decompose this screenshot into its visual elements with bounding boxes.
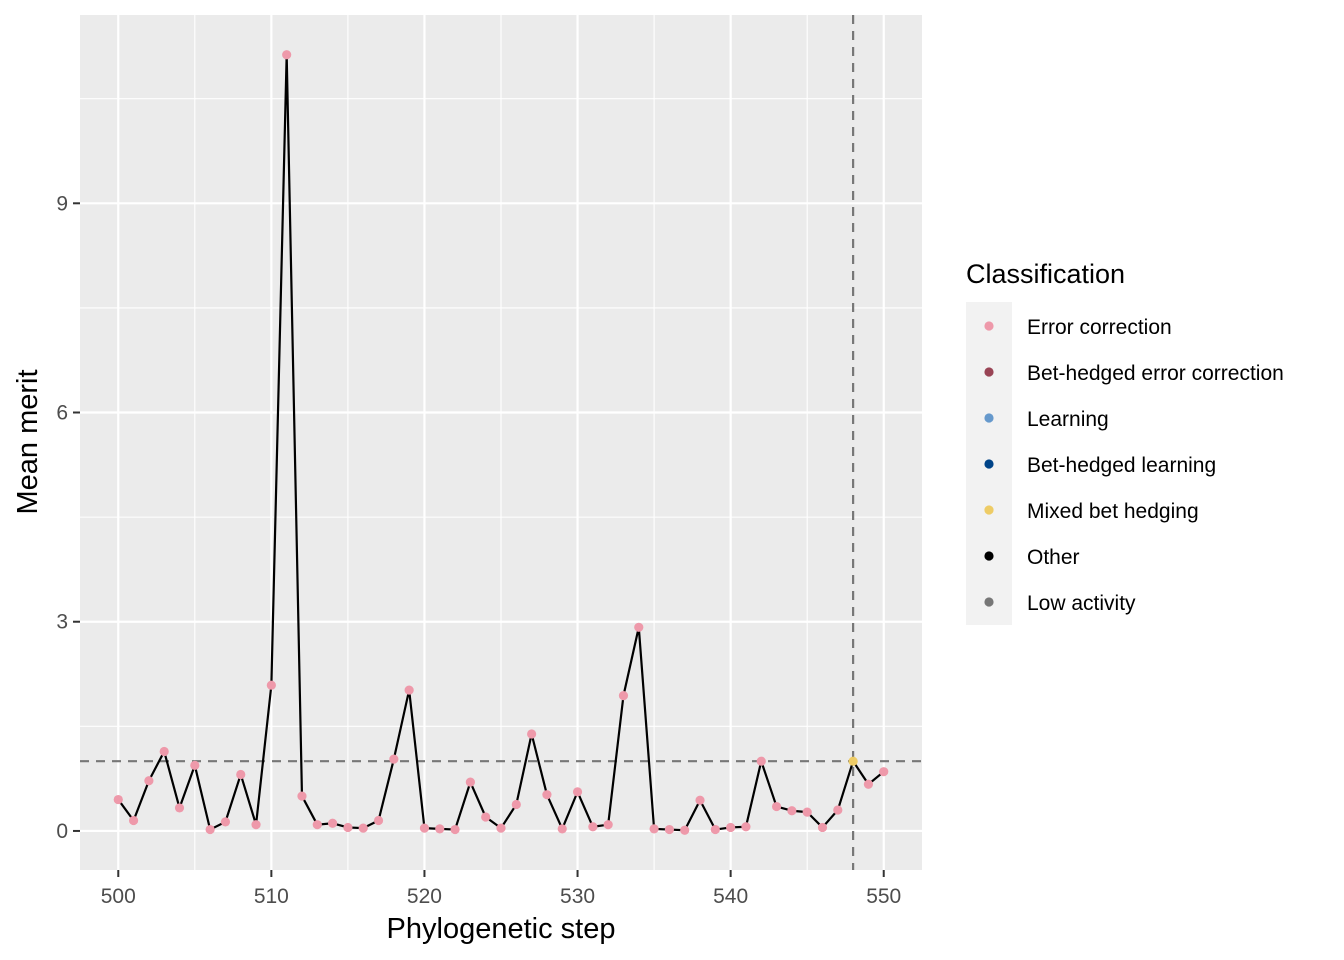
data-point xyxy=(343,822,353,833)
legend-entries: Error correction Bet-hedged error correct… xyxy=(984,316,1284,615)
minor-gridlines xyxy=(80,15,922,870)
data-point xyxy=(695,795,705,805)
data-point xyxy=(771,801,782,812)
legend-label: Bet-hedged learning xyxy=(1027,454,1216,477)
data-point xyxy=(848,756,858,766)
x-tick-label: 530 xyxy=(560,885,595,908)
y-tick-label: 6 xyxy=(56,402,68,425)
data-point xyxy=(251,820,261,830)
data-point xyxy=(159,746,169,757)
legend-key xyxy=(984,505,994,515)
y-tick-label: 0 xyxy=(56,820,68,843)
data-point xyxy=(634,622,644,632)
y-axis-title: Mean merit xyxy=(12,369,44,514)
data-point xyxy=(373,815,384,826)
y-tick-label: 3 xyxy=(56,611,68,634)
legend-label: Bet-hedged error correction xyxy=(1027,362,1284,385)
x-tick-label: 510 xyxy=(254,885,289,908)
legend-key xyxy=(984,413,994,423)
data-point xyxy=(389,754,399,764)
data-point xyxy=(419,823,430,833)
data-point xyxy=(833,805,843,815)
legend-title: Classification xyxy=(966,259,1125,289)
data-point xyxy=(266,680,276,690)
legend-key xyxy=(984,459,994,469)
legend-label: Low activity xyxy=(1027,592,1136,615)
data-point xyxy=(297,791,307,801)
data-point xyxy=(435,824,445,834)
data-point xyxy=(328,818,338,828)
legend-key xyxy=(984,321,994,331)
y-axis-ticks: 0 3 6 9 xyxy=(56,192,80,843)
data-point xyxy=(756,756,766,766)
data-point xyxy=(144,776,154,786)
data-point xyxy=(787,806,797,816)
y-tick-label: 9 xyxy=(56,192,68,215)
data-point xyxy=(465,777,475,787)
legend-label: Other xyxy=(1027,546,1080,569)
data-point xyxy=(481,812,491,822)
data-point xyxy=(450,824,460,835)
data-point xyxy=(802,807,812,817)
legend: Classification Error correction Bet-hedge… xyxy=(966,259,1284,625)
data-point xyxy=(236,769,246,780)
legend-label: Error correction xyxy=(1027,316,1172,339)
data-point xyxy=(817,822,828,833)
data-point xyxy=(588,822,598,832)
legend-label: Learning xyxy=(1027,408,1109,431)
x-tick-label: 500 xyxy=(101,885,136,908)
data-point xyxy=(680,825,690,835)
legend-key xyxy=(984,367,994,377)
data-point xyxy=(205,824,215,835)
data-point xyxy=(404,685,414,695)
data-point xyxy=(664,824,675,835)
data-point xyxy=(726,822,736,833)
data-point xyxy=(879,767,889,777)
data-points xyxy=(113,50,889,835)
data-point xyxy=(113,794,123,805)
data-point xyxy=(496,823,506,833)
reference-lines xyxy=(80,15,922,870)
x-axis-title: Phylogenetic step xyxy=(387,913,616,945)
data-point xyxy=(542,790,552,800)
legend-key xyxy=(984,597,994,607)
data-point xyxy=(603,820,613,830)
x-tick-label: 550 xyxy=(866,885,901,908)
x-axis-ticks: 500 510 520 530 540 550 xyxy=(101,870,901,908)
major-gridlines xyxy=(80,15,922,870)
data-point xyxy=(572,787,583,797)
data-point xyxy=(618,691,629,701)
data-point xyxy=(220,817,231,827)
data-point xyxy=(128,815,139,826)
legend-key xyxy=(984,551,994,561)
data-point xyxy=(710,824,720,835)
data-point xyxy=(527,729,537,739)
data-point xyxy=(557,824,567,834)
data-point xyxy=(312,820,322,830)
data-point xyxy=(511,799,521,810)
data-point xyxy=(190,760,200,770)
data-point xyxy=(863,779,874,789)
data-point xyxy=(174,803,185,813)
data-point xyxy=(741,822,751,832)
data-point xyxy=(358,823,368,833)
data-point xyxy=(282,50,292,60)
x-tick-label: 540 xyxy=(713,885,748,908)
legend-label: Mixed bet hedging xyxy=(1027,500,1199,523)
data-point xyxy=(649,824,659,834)
x-tick-label: 520 xyxy=(407,885,442,908)
